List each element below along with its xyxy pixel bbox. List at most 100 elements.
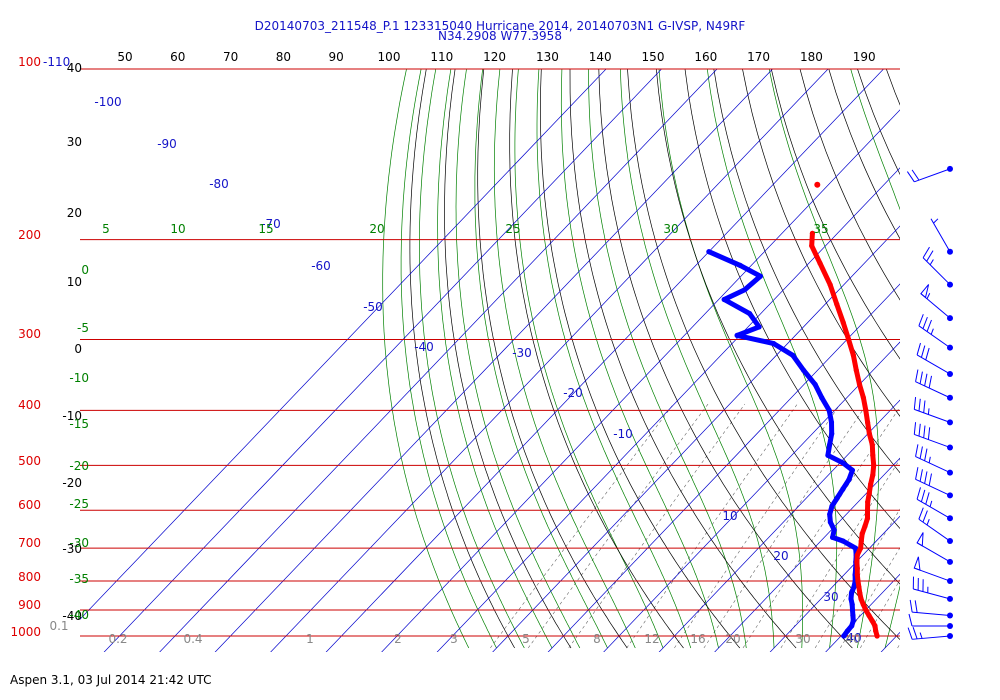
- temperature-point: [866, 490, 872, 496]
- dewpoint-point: [827, 511, 833, 517]
- dewpoint-point: [827, 442, 833, 448]
- dewpoint-point: [846, 477, 852, 483]
- dry-adiabat-line: [444, 69, 572, 649]
- moist-adiabat-label: -30: [69, 536, 89, 550]
- dewpoint-point: [849, 607, 856, 613]
- temperature-point: [850, 352, 857, 358]
- moist-adiabat-line: [658, 69, 803, 648]
- temperature-point: [858, 596, 864, 602]
- dry-adiabat-line: [569, 69, 797, 649]
- temperature-point: [863, 407, 869, 413]
- isotherm-label: -30: [512, 346, 532, 360]
- wind-barb-full: [927, 427, 931, 440]
- mixing-ratio-line: [626, 403, 798, 649]
- dewpoint-point: [829, 503, 835, 509]
- dewpoint-point: [706, 249, 712, 255]
- left-temp-label: 20: [67, 206, 82, 220]
- moist-adiabat-line: [455, 69, 581, 649]
- wind-barb-full: [919, 469, 923, 482]
- wind-barb-full: [919, 371, 923, 384]
- isotherm-line: [930, 43, 1000, 659]
- wind-barb-full: [906, 171, 915, 183]
- wind-barb: [912, 576, 953, 602]
- dewpoint-point: [828, 419, 835, 425]
- mixing-ratio-line: [527, 403, 709, 649]
- mixing-ratio-label: 30: [795, 632, 810, 646]
- dewpoint-point: [819, 395, 825, 401]
- dewpoint-point: [801, 367, 807, 373]
- wind-barb-full: [916, 487, 921, 500]
- wind-barb-full: [918, 314, 924, 326]
- dry-adiabat-line: [770, 69, 900, 360]
- moist-adiabat-line: [493, 69, 636, 649]
- wind-barb-full: [908, 613, 913, 627]
- dewpoint-point: [790, 352, 796, 358]
- left-temp-label: 10: [67, 275, 82, 289]
- pressure-tick-label: 100: [18, 55, 41, 69]
- wind-barb: [907, 627, 953, 640]
- isotherm-line: [159, 69, 718, 652]
- temperature-point: [858, 545, 864, 551]
- moist-adiabat-line: [437, 69, 553, 649]
- dewpoint-point: [756, 324, 762, 330]
- wind-barb-half: [928, 456, 931, 463]
- wind-barb-full: [922, 246, 930, 258]
- top-axis-label: 170: [747, 50, 770, 64]
- isotherm-label: -100: [94, 95, 121, 109]
- wind-barb-full: [928, 473, 932, 486]
- pressure-tick-label: 800: [18, 570, 41, 584]
- wind-barb-half: [929, 500, 933, 507]
- mixing-ratio-line: [674, 403, 841, 649]
- pressure-tick-label: 900: [18, 598, 41, 612]
- top-axis-label: 70: [223, 50, 238, 64]
- mixing-ratio-line: [490, 403, 674, 649]
- wind-barb-full: [907, 627, 913, 640]
- isotherm-line: [381, 109, 900, 652]
- wind-barb-staff: [912, 635, 951, 640]
- left-temp-label: -30: [62, 542, 82, 556]
- dewpoint-point: [848, 596, 854, 602]
- wind-barb: [913, 556, 953, 585]
- dewpoint-point: [849, 467, 856, 473]
- left-temp-label: -10: [62, 409, 82, 423]
- dewpoint-point: [848, 590, 855, 596]
- temperature-point: [858, 538, 864, 544]
- moist-adiabat-label: 30: [663, 222, 678, 236]
- wind-barb-full: [920, 489, 926, 502]
- top-axis-label: 190: [853, 50, 876, 64]
- isotherm-line: [547, 283, 900, 652]
- wind-barb: [916, 532, 953, 565]
- wind-barb-full: [911, 169, 920, 181]
- dewpoint-point: [737, 262, 743, 268]
- wind-barb-full: [926, 319, 932, 332]
- left-temp-label: 40: [67, 61, 82, 75]
- isotherm-line: [769, 515, 900, 652]
- dry-adiabat-line: [598, 69, 853, 649]
- wind-barb-full: [923, 400, 926, 413]
- temperature-point: [854, 565, 860, 572]
- temperature-point: [840, 319, 846, 326]
- dewpoint-point: [826, 407, 832, 413]
- isobar-lines: [80, 68, 900, 637]
- wind-barb-full: [914, 600, 918, 613]
- top-axis-label: 60: [170, 50, 185, 64]
- moist-adiabat-label: -5: [77, 321, 89, 335]
- mixing-ratio-line: [925, 404, 1000, 648]
- wind-barb-full: [913, 397, 917, 410]
- top-axis-label: 110: [430, 50, 453, 64]
- isotherm-label: -80: [209, 177, 229, 191]
- wind-barb-full: [918, 507, 924, 520]
- dewpoint-point: [830, 534, 836, 541]
- top-axis-label: 100: [378, 50, 401, 64]
- isotherm-line: [603, 341, 900, 652]
- top-axis-label: 140: [589, 50, 612, 64]
- wind-barb-staff: [930, 218, 951, 252]
- dewpoint-point: [849, 623, 855, 629]
- isotherm-line: [658, 399, 900, 652]
- pressure-tick-label: 700: [18, 536, 41, 550]
- wind-barb-full: [912, 627, 918, 640]
- top-axis-label: 50: [117, 50, 132, 64]
- wind-barb-staff: [915, 478, 951, 496]
- dewpoint-point: [834, 495, 841, 501]
- wind-barb-full: [922, 316, 928, 329]
